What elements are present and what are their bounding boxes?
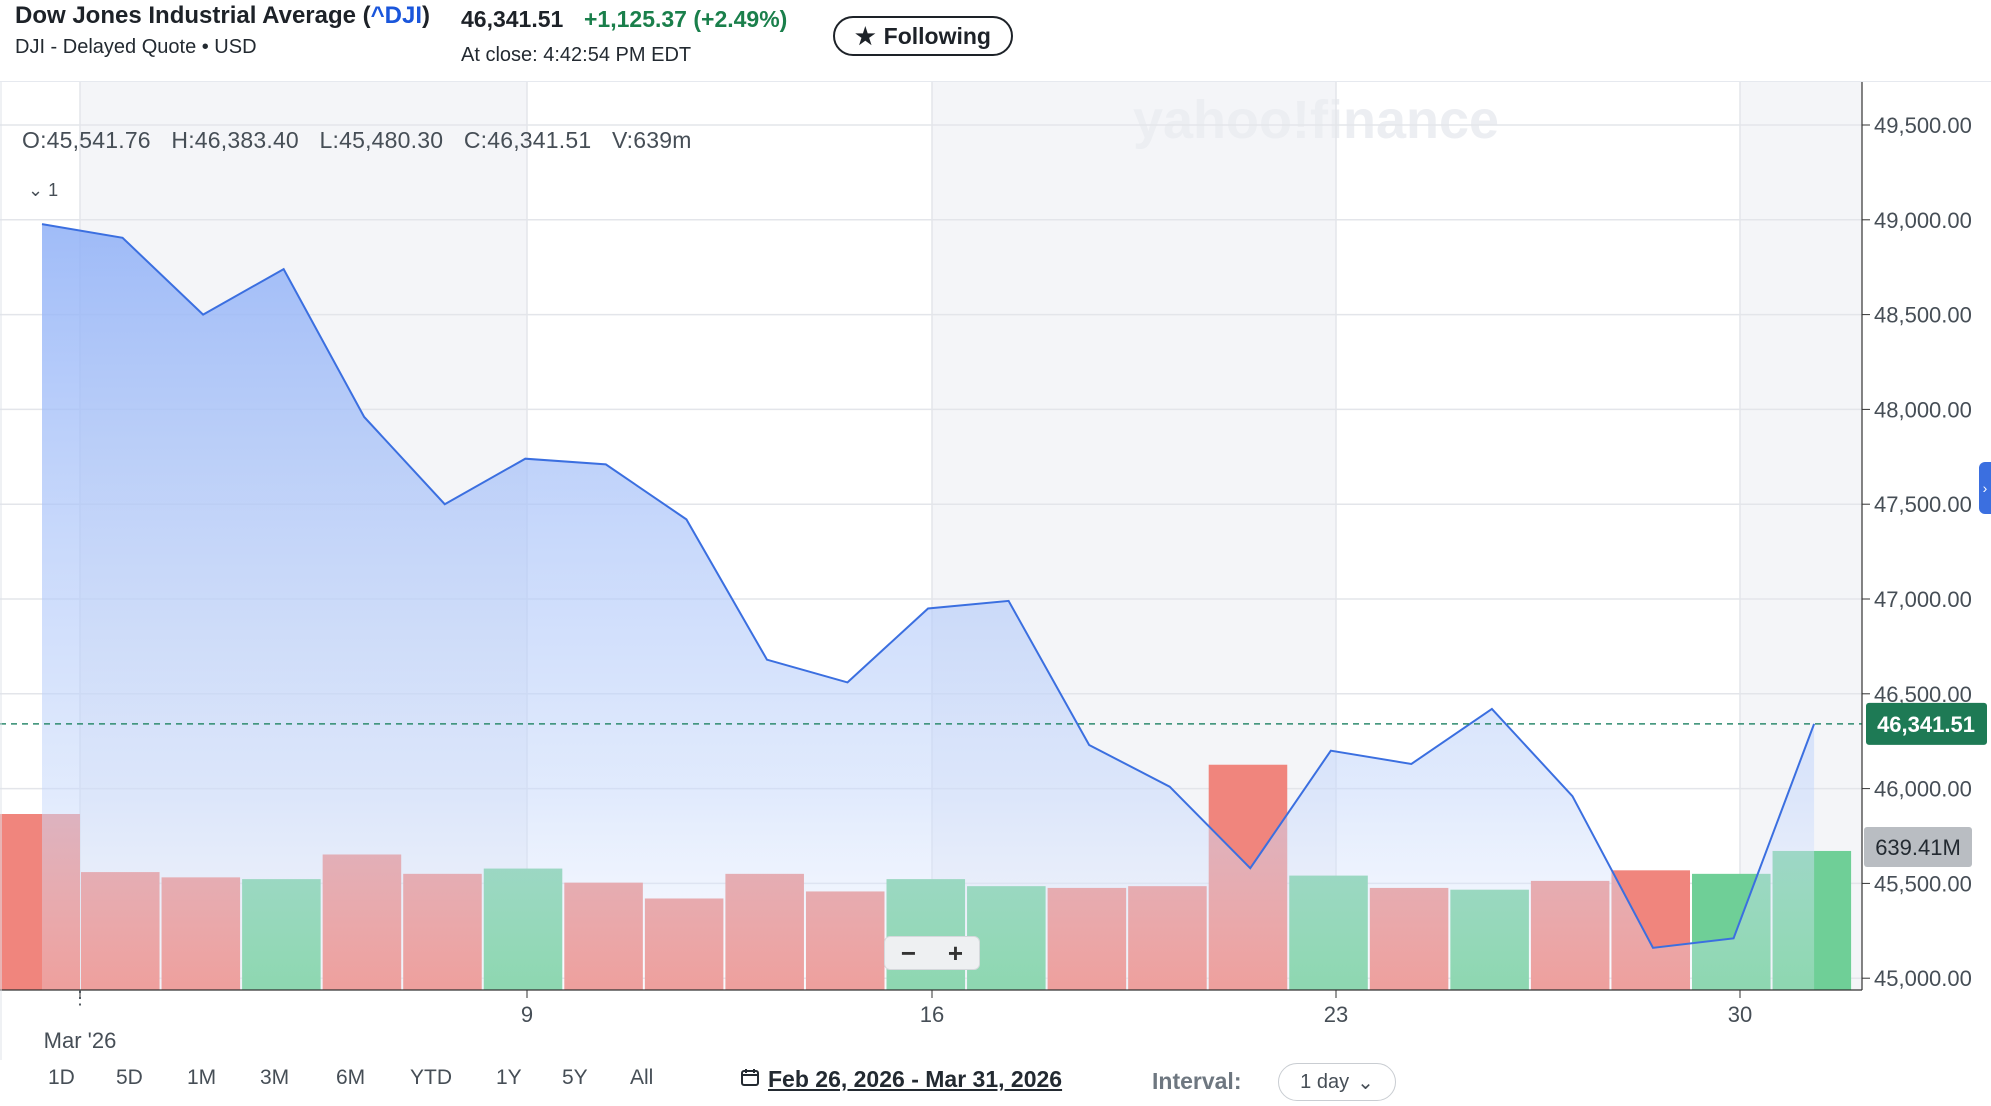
index-symbol-link[interactable]: ^DJI (371, 2, 422, 29)
y-tick-label: 47,500.00 (1874, 492, 1972, 517)
calendar-icon (740, 1066, 760, 1093)
zoom-in-button[interactable]: + (936, 938, 976, 969)
chevron-down-icon: ⌄ (28, 180, 43, 200)
range-button-all[interactable]: All (630, 1066, 653, 1090)
ohlc-close: C:46,341.51 (464, 127, 592, 153)
y-tick-label: 46,000.00 (1874, 777, 1972, 802)
y-tick-label: 48,000.00 (1874, 397, 1972, 422)
x-tick-label: 23 (1324, 1002, 1348, 1027)
quote-title: Dow Jones Industrial Average (^DJI) (15, 2, 430, 30)
following-label: Following (884, 23, 991, 50)
ohlc-high: H:46,383.40 (171, 127, 299, 153)
y-tick-label: 48,500.00 (1874, 303, 1972, 328)
index-name: Dow Jones Industrial Average ( (15, 2, 371, 29)
y-tick-label: 45,000.00 (1874, 966, 1972, 991)
range-button-1y[interactable]: 1Y (496, 1066, 522, 1090)
current-price: 46,341.51 (461, 6, 563, 33)
following-button[interactable]: ★ Following (833, 16, 1013, 56)
ohlc-readout: O:45,541.76 H:46,383.40 L:45,480.30 C:46… (22, 127, 706, 154)
yahoo-finance-watermark: yahoo!finance (1133, 90, 1499, 150)
chevron-down-icon: ⌄ (1357, 1070, 1374, 1095)
interval-value: 1 day (1300, 1071, 1349, 1094)
x-tick-label: 30 (1728, 1002, 1752, 1027)
range-button-1d[interactable]: 1D (48, 1066, 75, 1090)
y-tick-label: 49,000.00 (1874, 208, 1972, 233)
date-range-picker[interactable]: Feb 26, 2026 - Mar 31, 2026 (740, 1066, 1062, 1093)
quote-subtitle: DJI - Delayed Quote • USD (15, 36, 257, 59)
indicator-collapse-toggle[interactable]: ⌄ 1 (28, 180, 58, 201)
range-button-5y[interactable]: 5Y (562, 1066, 588, 1090)
x-tick-label: 9 (521, 1002, 533, 1027)
x-tick-label: 16 (920, 1002, 944, 1027)
y-tick-label: 47,000.00 (1874, 587, 1972, 612)
date-range-text: Feb 26, 2026 - Mar 31, 2026 (768, 1066, 1062, 1093)
ohlc-low: L:45,480.30 (320, 127, 444, 153)
range-button-5d[interactable]: 5D (116, 1066, 143, 1090)
star-icon: ★ (855, 23, 876, 50)
expand-panel-tab[interactable]: › (1979, 462, 1991, 514)
y-tick-label: 49,500.00 (1874, 113, 1972, 138)
ohlc-open: O:45,541.76 (22, 127, 151, 153)
zoom-out-button[interactable]: − (889, 938, 929, 969)
interval-select[interactable]: 1 day ⌄ (1278, 1063, 1396, 1101)
zoom-controls: − + (884, 936, 980, 970)
range-button-1m[interactable]: 1M (187, 1066, 216, 1090)
x-tick-dots: ⋮ (71, 988, 89, 1008)
price-chart[interactable]: yahoo!finance 49,500.00 49,000.00 48,500.00… (0, 82, 1991, 1062)
price-change: +1,125.37 (+2.49%) (584, 6, 787, 33)
range-button-3m[interactable]: 3M (260, 1066, 289, 1090)
range-button-6m[interactable]: 6M (336, 1066, 365, 1090)
y-tick-label: 45,500.00 (1874, 871, 1972, 896)
last-volume-label: 639.41M (1875, 835, 1961, 860)
indicator-count: 1 (48, 180, 58, 200)
last-price-label: 46,341.51 (1877, 712, 1975, 737)
x-tick-label: Mar '26 (44, 1028, 117, 1053)
close-time: At close: 4:42:54 PM EDT (461, 44, 691, 67)
ohlc-volume: V:639m (612, 127, 692, 153)
price-area (42, 224, 1814, 990)
chevron-right-icon: › (1983, 480, 1988, 496)
title-close-paren: ) (422, 2, 430, 29)
interval-label: Interval: (1152, 1068, 1241, 1095)
range-button-ytd[interactable]: YTD (410, 1066, 452, 1090)
